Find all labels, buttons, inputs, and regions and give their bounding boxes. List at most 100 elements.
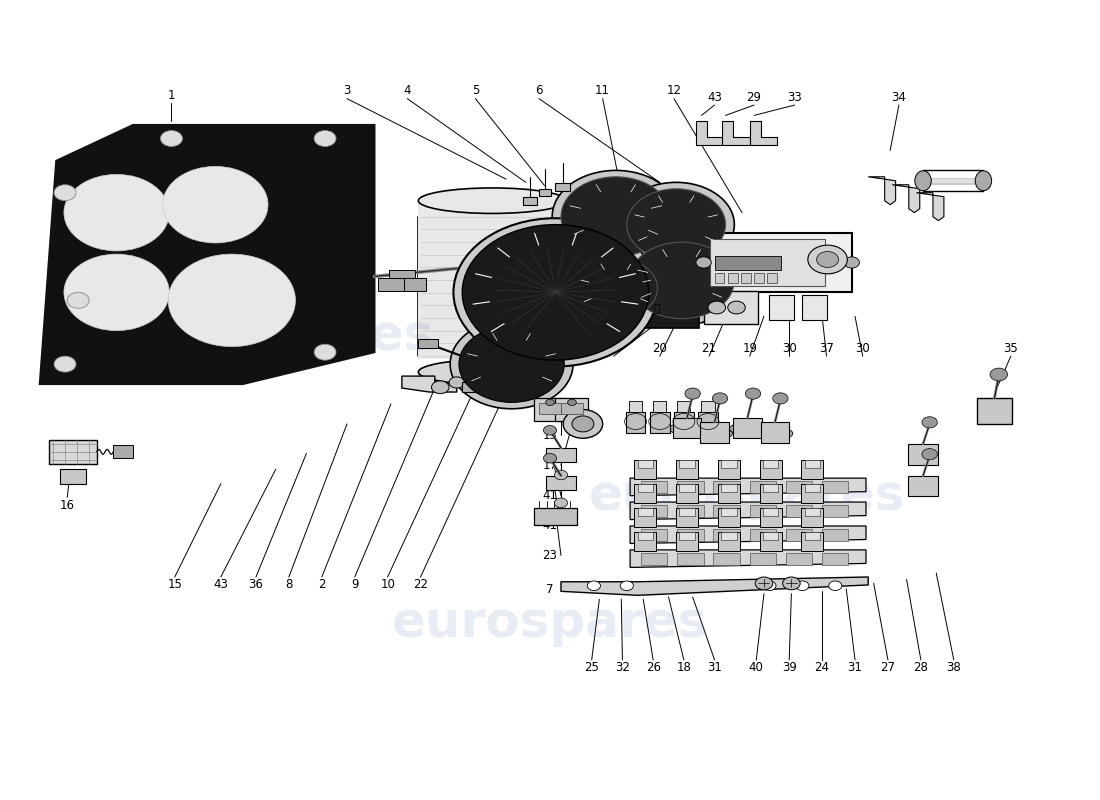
Bar — [388, 270, 415, 283]
Circle shape — [696, 257, 712, 268]
Bar — [702, 401, 715, 412]
Bar — [534, 508, 578, 525]
Text: 8: 8 — [285, 578, 293, 591]
Bar — [418, 338, 438, 348]
Bar — [801, 484, 823, 503]
Text: 24: 24 — [815, 662, 829, 674]
Polygon shape — [561, 577, 868, 595]
Circle shape — [627, 189, 726, 261]
Circle shape — [554, 470, 568, 480]
Bar — [734, 418, 762, 438]
Bar — [768, 274, 777, 283]
Text: 29: 29 — [747, 90, 761, 103]
Circle shape — [431, 381, 449, 394]
Bar — [750, 482, 776, 494]
Bar — [561, 403, 583, 414]
Bar — [785, 482, 812, 494]
Text: 43: 43 — [213, 578, 229, 591]
Bar — [522, 197, 537, 205]
Text: 12: 12 — [667, 84, 682, 97]
Polygon shape — [868, 177, 895, 205]
Text: 13: 13 — [542, 429, 558, 442]
Bar — [676, 508, 698, 526]
Polygon shape — [40, 125, 374, 384]
Circle shape — [618, 182, 735, 267]
Text: 30: 30 — [856, 342, 870, 354]
Bar — [714, 506, 740, 517]
Bar — [802, 294, 826, 320]
Bar — [763, 508, 778, 515]
Bar — [804, 508, 820, 515]
Bar — [676, 460, 698, 479]
Bar — [718, 508, 740, 526]
Text: 37: 37 — [820, 342, 834, 354]
Bar — [641, 553, 668, 565]
Text: 41: 41 — [542, 489, 558, 502]
Polygon shape — [614, 282, 708, 290]
Text: 31: 31 — [848, 662, 862, 674]
Circle shape — [543, 426, 557, 435]
Bar — [741, 274, 751, 283]
Bar — [977, 398, 1012, 424]
Circle shape — [554, 498, 568, 508]
Bar — [711, 239, 825, 286]
Bar — [704, 233, 851, 292]
Polygon shape — [418, 201, 566, 359]
Circle shape — [453, 218, 658, 366]
Circle shape — [620, 236, 744, 325]
Text: 21: 21 — [702, 342, 716, 354]
Circle shape — [161, 130, 183, 146]
Circle shape — [64, 254, 169, 330]
Text: 34: 34 — [891, 90, 906, 103]
Circle shape — [543, 454, 557, 463]
Bar — [48, 440, 97, 464]
Circle shape — [546, 399, 554, 406]
Text: 40: 40 — [749, 662, 763, 674]
Bar — [678, 506, 704, 517]
Bar — [673, 418, 702, 438]
Bar — [804, 531, 820, 539]
Circle shape — [574, 258, 658, 318]
Text: 9: 9 — [351, 578, 359, 591]
Circle shape — [315, 344, 336, 360]
Bar — [715, 274, 725, 283]
Bar — [678, 401, 691, 412]
Bar — [614, 290, 700, 328]
Text: 43: 43 — [707, 90, 722, 103]
Polygon shape — [750, 121, 777, 145]
Bar — [377, 278, 404, 290]
Text: 30: 30 — [782, 342, 796, 354]
Bar — [676, 531, 698, 550]
Bar — [653, 401, 667, 412]
Text: 3: 3 — [343, 84, 351, 97]
Bar — [539, 403, 561, 414]
Bar — [680, 484, 695, 492]
Text: 28: 28 — [913, 662, 928, 674]
Text: 19: 19 — [742, 342, 757, 354]
Text: 15: 15 — [167, 578, 183, 591]
Bar — [714, 482, 740, 494]
Bar — [763, 460, 778, 468]
Text: 33: 33 — [788, 90, 802, 103]
Bar — [714, 529, 740, 541]
Ellipse shape — [418, 359, 566, 385]
Circle shape — [756, 577, 772, 590]
Bar — [680, 508, 695, 515]
Circle shape — [449, 377, 464, 388]
Circle shape — [168, 254, 296, 346]
Circle shape — [572, 416, 594, 432]
Circle shape — [561, 177, 671, 257]
Bar — [722, 484, 737, 492]
Ellipse shape — [976, 170, 991, 190]
Circle shape — [459, 326, 564, 402]
Circle shape — [816, 251, 838, 267]
Text: 38: 38 — [946, 662, 961, 674]
Bar — [546, 476, 576, 490]
Bar — [722, 531, 737, 539]
Bar — [556, 398, 588, 421]
Circle shape — [563, 410, 603, 438]
Bar — [635, 531, 657, 550]
Bar — [638, 508, 653, 515]
Bar — [678, 482, 704, 494]
Polygon shape — [723, 121, 750, 145]
